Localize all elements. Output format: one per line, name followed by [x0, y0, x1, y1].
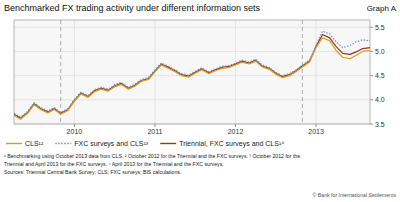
footnote: Triennial and April 2013 for the FXC sur… [4, 161, 224, 167]
legend-label: Triennial, FXC surveys and CLS¹⁴ [179, 140, 284, 148]
legend-label: FXC surveys and CLS¹³ [74, 140, 149, 148]
x-tick-label: 2010 [67, 128, 83, 135]
tick-mark [74, 124, 75, 127]
tick-mark [154, 124, 155, 127]
tick-mark [235, 124, 236, 127]
grid-line [14, 27, 370, 28]
tick-mark [316, 124, 317, 127]
grid-line [14, 99, 370, 100]
graph-label: Graph A [367, 4, 397, 13]
y-tick-label: 4.0 [375, 96, 385, 103]
x-tick-label: 2011 [147, 128, 162, 135]
sources: Sources: Triennial Central Bank Survey; … [4, 169, 181, 175]
tick-mark [370, 75, 373, 76]
copyright: © Bank for International Settlements [313, 192, 397, 198]
reference-line [302, 20, 303, 124]
x-tick-label: 2013 [308, 128, 324, 135]
tick-mark [370, 99, 373, 100]
grid-line [235, 20, 236, 124]
y-tick-label: 3.5 [375, 121, 385, 128]
background [0, 0, 400, 202]
grid-line [74, 20, 75, 124]
tick-mark [370, 27, 373, 28]
y-tick-label: 4.5 [375, 72, 385, 79]
tick-mark [370, 51, 373, 52]
series-line [14, 35, 370, 119]
legend-swatch [6, 143, 22, 144]
legend: CLS¹² FXC surveys and CLS¹³ Triennial, FXC… [6, 140, 284, 148]
y-tick-label: 5.0 [375, 48, 385, 55]
x-tick-label: 2012 [228, 128, 244, 135]
legend-swatch [160, 143, 176, 144]
reference-line [60, 20, 61, 124]
plot-marks [14, 20, 370, 124]
title: Benchmarked FX trading activity under di… [4, 3, 260, 13]
y-tick-label: 5.5 [375, 24, 385, 31]
grid-line [14, 51, 370, 52]
legend-swatch [55, 143, 71, 144]
footnote: ¹ Benchmarking using October 2013 data f… [4, 153, 300, 159]
grid-line [316, 20, 317, 124]
series-line [14, 38, 370, 119]
legend-label: CLS¹² [25, 140, 44, 147]
plot-area [14, 20, 370, 124]
tick-mark [370, 124, 373, 125]
plot-frame [14, 20, 370, 124]
series-line [14, 31, 370, 117]
